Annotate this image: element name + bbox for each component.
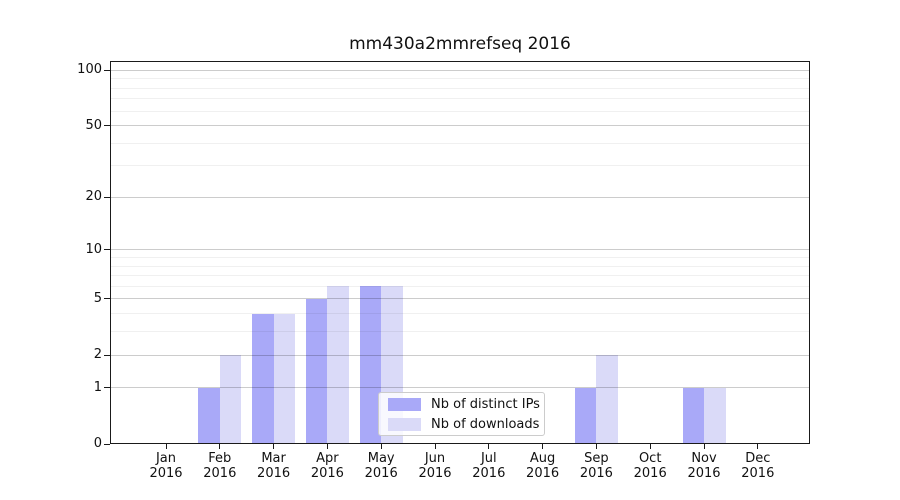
chart-title: mm430a2mmrefseq 2016 (110, 34, 810, 54)
x-tick-label: Nov2016 (676, 451, 732, 481)
x-tick-label: Mar2016 (246, 451, 302, 481)
x-tick-label: Jul2016 (461, 451, 517, 481)
y-tick-label: 20 (40, 189, 102, 205)
x-axis-tick (596, 444, 597, 449)
x-axis-tick (219, 444, 220, 449)
x-axis-tick (327, 444, 328, 449)
y-tick-label: 0 (40, 436, 102, 452)
x-tick-label: Sep2016 (568, 451, 624, 481)
legend-item-distinct-ips: Nb of distinct IPs (388, 397, 544, 412)
x-tick-label: May2016 (353, 451, 409, 481)
x-tick-label: Apr2016 (299, 451, 355, 481)
x-tick-label: Jun2016 (407, 451, 463, 481)
x-axis-tick (757, 444, 758, 449)
legend-label-distinct-ips: Nb of distinct IPs (431, 397, 540, 412)
x-axis-tick (650, 444, 651, 449)
x-axis-tick (381, 444, 382, 449)
x-axis-tick (488, 444, 489, 449)
x-tick-label: Feb2016 (192, 451, 248, 481)
download-stats-chart: mm430a2mmrefseq 2016 0 1 2 5 10 20 50 100 Jan201… (0, 0, 900, 500)
legend-label-downloads: Nb of downloads (431, 417, 539, 432)
legend: Nb of distinct IPs Nb of downloads (378, 392, 545, 436)
x-tick-label: Oct2016 (622, 451, 678, 481)
y-tick-label: 5 (40, 291, 102, 307)
y-tick-label: 10 (40, 242, 102, 258)
y-tick-label: 1 (40, 380, 102, 396)
legend-swatch-downloads (388, 418, 421, 431)
x-tick-label: Jan2016 (138, 451, 194, 481)
x-axis-tick (166, 444, 167, 449)
x-tick-label: Aug2016 (515, 451, 571, 481)
x-axis-tick (273, 444, 274, 449)
legend-item-downloads: Nb of downloads (388, 417, 544, 432)
x-axis-tick (542, 444, 543, 449)
y-tick-label: 100 (40, 62, 102, 78)
x-tick-label: Dec2016 (730, 451, 786, 481)
legend-swatch-distinct-ips (388, 398, 421, 411)
x-axis-tick (435, 444, 436, 449)
y-tick-label: 2 (40, 347, 102, 363)
x-axis-tick (704, 444, 705, 449)
plot-border (110, 61, 810, 444)
y-tick-label: 50 (40, 118, 102, 134)
